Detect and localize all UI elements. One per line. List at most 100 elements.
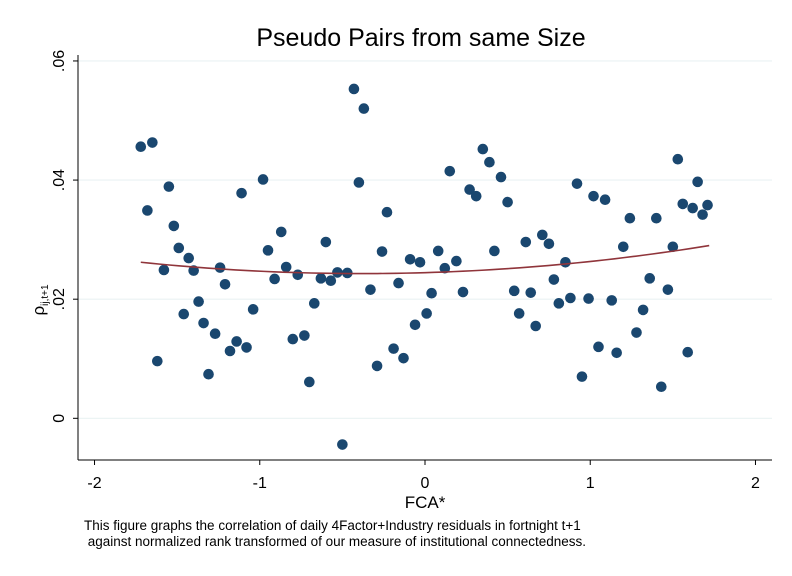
- data-point: [655, 381, 667, 393]
- data-point: [672, 153, 684, 165]
- data-point: [702, 199, 713, 211]
- fit-curve-layer: [140, 244, 710, 275]
- data-point: [588, 190, 599, 202]
- chart-title: Pseudo Pairs from same Size: [256, 24, 585, 52]
- data-point: [320, 236, 332, 248]
- data-point: [152, 355, 163, 367]
- data-point: [231, 336, 242, 347]
- data-point: [193, 296, 204, 307]
- y-axis-label-main: ρ: [29, 306, 48, 316]
- caption-line-1: This figure graphs the correlation of da…: [84, 518, 581, 533]
- data-point: [404, 253, 416, 265]
- data-point: [219, 279, 231, 290]
- data-point: [388, 343, 399, 354]
- data-point: [409, 319, 421, 331]
- data-point: [576, 371, 588, 382]
- data-point: [599, 194, 611, 206]
- data-point: [173, 242, 185, 254]
- gridlines: [78, 60, 772, 419]
- y-axis-label-subscript: ij,t+1: [40, 284, 51, 306]
- fit-curve: [140, 244, 710, 275]
- data-point: [495, 171, 507, 183]
- data-point: [677, 198, 689, 210]
- data-point: [353, 177, 365, 188]
- data-point: [553, 298, 565, 309]
- data-point: [275, 226, 287, 238]
- data-point: [464, 184, 475, 195]
- data-point: [381, 206, 393, 218]
- data-point: [393, 277, 404, 289]
- data-point: [611, 347, 622, 359]
- data-point: [262, 245, 274, 256]
- data-point: [508, 285, 520, 297]
- data-point: [470, 190, 482, 202]
- data-point: [432, 245, 444, 257]
- data-point: [651, 212, 662, 224]
- data-point: [168, 220, 180, 232]
- data-point: [624, 212, 636, 224]
- data-point: [502, 196, 513, 208]
- data-point: [365, 284, 376, 295]
- data-points: [135, 83, 713, 450]
- data-point: [257, 174, 269, 185]
- data-point: [537, 229, 548, 241]
- data-point: [457, 286, 469, 298]
- y-tick-label: .06: [51, 50, 68, 72]
- data-point: [269, 273, 280, 285]
- data-point: [142, 205, 153, 216]
- data-point: [414, 256, 426, 268]
- data-point: [198, 317, 209, 329]
- y-axis-label: ρij,t+1: [29, 284, 51, 316]
- x-tick-label: 0: [421, 475, 430, 492]
- data-point: [135, 141, 147, 153]
- x-axis-label: FCA*: [405, 493, 446, 512]
- data-point: [209, 328, 221, 340]
- data-point: [513, 308, 525, 319]
- y-tick-label: 0: [51, 414, 68, 423]
- data-point: [697, 209, 708, 220]
- data-point: [548, 274, 560, 285]
- data-point: [530, 320, 542, 332]
- data-point: [308, 298, 320, 309]
- data-point: [224, 345, 236, 357]
- data-point: [543, 238, 555, 250]
- data-point: [617, 241, 629, 253]
- data-point: [241, 342, 252, 353]
- data-point: [525, 287, 537, 298]
- data-point: [444, 165, 456, 177]
- data-point: [371, 360, 383, 372]
- data-point: [398, 352, 409, 364]
- data-point: [426, 287, 437, 299]
- data-point: [348, 83, 360, 95]
- data-point: [304, 376, 315, 388]
- data-point: [565, 292, 576, 304]
- data-point: [644, 273, 656, 284]
- data-point: [287, 333, 299, 345]
- data-point: [421, 308, 432, 319]
- data-point: [236, 187, 247, 199]
- data-point: [439, 262, 451, 274]
- data-point: [376, 246, 388, 257]
- data-point: [163, 181, 175, 192]
- data-point: [178, 308, 190, 320]
- figure-caption: This figure graphs the correlation of da…: [84, 518, 586, 550]
- data-point: [583, 293, 594, 304]
- x-tick-label: -2: [87, 475, 101, 492]
- data-point: [247, 304, 259, 315]
- x-tick-label: 1: [586, 475, 595, 492]
- data-point: [593, 341, 604, 353]
- x-tick-label: -1: [253, 475, 267, 492]
- data-point: [489, 245, 500, 257]
- data-point: [687, 202, 698, 214]
- y-tick-label: .04: [51, 169, 68, 191]
- data-point: [560, 256, 571, 268]
- data-point: [315, 273, 327, 284]
- data-point: [183, 252, 195, 264]
- x-tick-label: 2: [751, 475, 760, 492]
- data-point: [332, 267, 343, 278]
- data-point: [299, 330, 310, 341]
- data-point: [203, 368, 214, 380]
- data-point: [451, 255, 462, 267]
